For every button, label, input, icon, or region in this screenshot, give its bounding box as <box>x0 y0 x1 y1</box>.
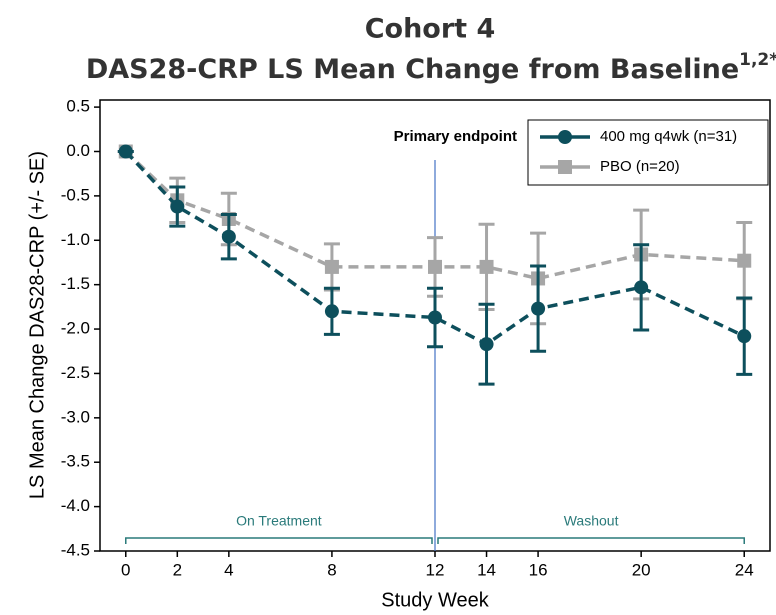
x-tick-label: 12 <box>426 560 445 579</box>
y-tick-label: -4.5 <box>61 540 90 559</box>
point <box>479 259 494 274</box>
point <box>737 329 752 344</box>
point <box>479 337 494 352</box>
point <box>737 253 752 268</box>
point <box>324 304 339 319</box>
subtitle-text: DAS28-CRP LS Mean Change from Baseline <box>86 54 739 85</box>
y-axis-label: LS Mean Change DAS28-CRP (+/- SE) <box>26 151 48 499</box>
y-tick-label: -0.5 <box>61 185 90 204</box>
point <box>324 259 339 274</box>
y-tick-label: -1.0 <box>61 230 90 249</box>
x-tick-label: 16 <box>529 560 548 579</box>
x-tick-label: 4 <box>224 560 233 579</box>
y-tick-label: -1.5 <box>61 274 90 293</box>
y-tick-label: -2.5 <box>61 363 90 382</box>
legend-label: 400 mg q4wk (n=31) <box>600 128 737 145</box>
x-tick-label: 0 <box>121 560 130 579</box>
legend-marker <box>558 130 572 144</box>
point <box>428 259 442 274</box>
period-label: Washout <box>564 513 619 529</box>
reference-label: Primary endpoint <box>394 128 517 145</box>
y-tick-label: -3.5 <box>61 452 90 471</box>
point <box>531 301 546 316</box>
chart-title: Cohort 4 <box>365 14 496 45</box>
point <box>634 280 649 295</box>
series <box>117 144 753 386</box>
point <box>428 310 442 325</box>
y-tick-label: 0.0 <box>66 141 90 160</box>
x-tick-label: 20 <box>632 560 651 579</box>
period-bracket <box>125 537 433 544</box>
point <box>221 229 236 244</box>
y-tick-label: -4.0 <box>61 496 90 515</box>
y-tick-label: -3.0 <box>61 407 90 426</box>
x-tick-label: 14 <box>477 560 496 579</box>
period-bracket <box>437 537 745 544</box>
point <box>118 144 133 159</box>
subtitle-superscript: 1,2* <box>739 50 776 70</box>
point <box>170 199 185 214</box>
y-tick-label: -2.0 <box>61 319 90 338</box>
legend-marker <box>558 160 572 174</box>
x-tick-label: 24 <box>735 560 754 579</box>
x-tick-label: 8 <box>327 560 336 579</box>
legend-label: PBO (n=20) <box>600 158 680 175</box>
x-tick-label: 2 <box>173 560 182 579</box>
x-axis-label: Study Week <box>381 589 489 611</box>
chart-subtitle: DAS28-CRP LS Mean Change from Baseline1,… <box>86 50 776 85</box>
period-label: On Treatment <box>236 513 322 529</box>
y-tick-label: 0.5 <box>66 97 90 116</box>
